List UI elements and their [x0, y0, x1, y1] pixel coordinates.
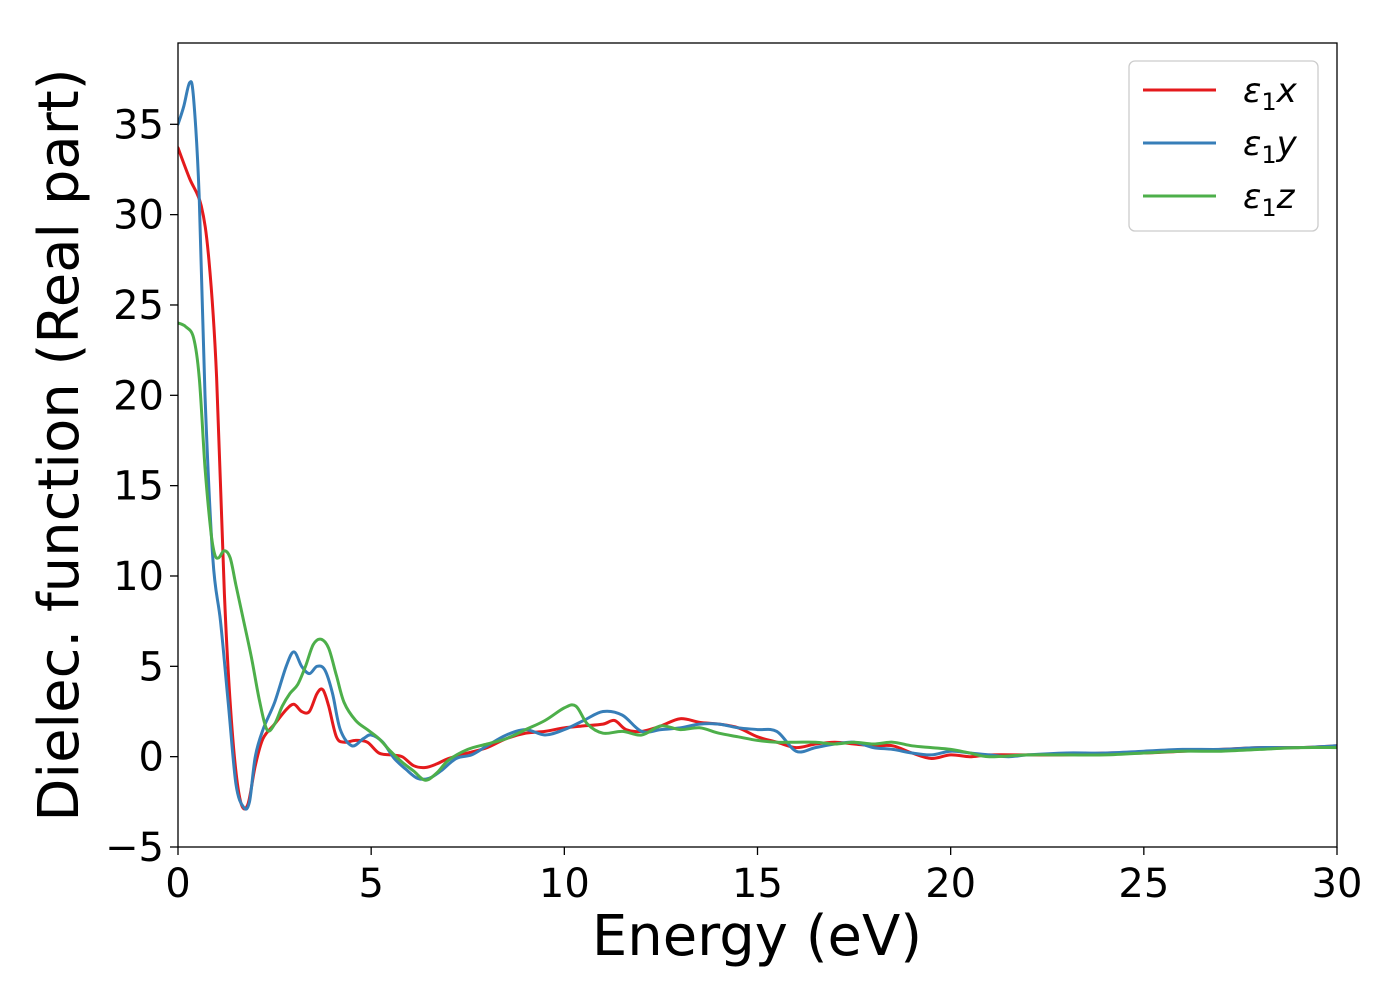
x-tick-label: 25 [1118, 861, 1169, 907]
x-axis-title: Energy (eV) [592, 904, 922, 969]
legend: ε1x ε1y ε1z [1128, 60, 1319, 232]
y-tick-label: 0 [139, 735, 164, 781]
y-tick-label: 30 [113, 193, 164, 239]
y-tick-label: 15 [113, 464, 164, 510]
legend-box [1128, 60, 1319, 232]
y-axis: −5 0 5 10 15 20 25 30 35 [105, 102, 178, 871]
y-tick-label: −5 [105, 825, 164, 871]
y-tick-label: 20 [113, 373, 164, 419]
legend-label: ε1z [1243, 177, 1296, 222]
x-tick-label: 30 [1312, 861, 1363, 907]
y-tick-label: 5 [139, 644, 164, 690]
x-tick-label: 20 [925, 861, 976, 907]
series-line-z [178, 321, 1337, 782]
y-tick-label: 25 [113, 283, 164, 329]
legend-label: ε1x [1243, 71, 1298, 116]
legend-item-x: ε1x [1143, 71, 1298, 116]
series-layer [178, 80, 1337, 811]
series-line-x [178, 146, 1337, 811]
y-tick-label: 10 [113, 554, 164, 600]
x-tick-label: 5 [358, 861, 383, 907]
legend-label: ε1y [1243, 124, 1298, 169]
y-tick-label: 35 [113, 102, 164, 148]
x-tick-label: 10 [539, 861, 590, 907]
y-axis-title: Dielec. function (Real part) [27, 68, 92, 821]
series-line-y [178, 80, 1337, 811]
legend-item-z: ε1z [1143, 177, 1296, 222]
x-tick-label: 15 [732, 861, 783, 907]
legend-item-y: ε1y [1143, 124, 1298, 169]
x-tick-label: 0 [165, 861, 190, 907]
x-axis: 0 5 10 15 20 25 30 [165, 847, 1362, 907]
